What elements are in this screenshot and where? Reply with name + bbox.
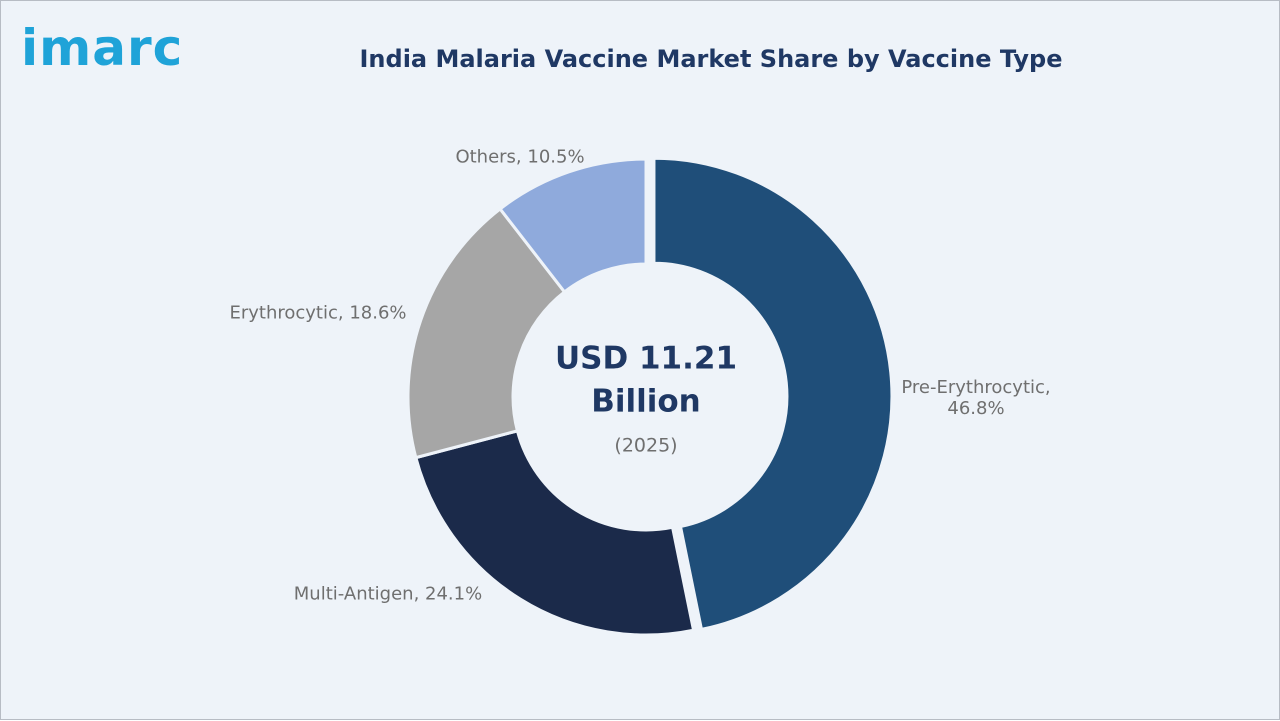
data-label: Others, 10.5%	[455, 146, 585, 168]
donut-slice	[406, 206, 567, 460]
data-label: Erythrocytic, 18.6%	[229, 302, 407, 324]
donut-slice	[414, 429, 696, 637]
logo: imarc	[21, 19, 184, 77]
center-sublabel: (2025)	[614, 434, 678, 457]
chart-title: India Malaria Vaccine Market Share by Va…	[359, 45, 1063, 73]
center-label-box: USD 11.21 Billion (2025)	[546, 338, 746, 457]
data-label: Pre-Erythrocytic, 46.8%	[901, 377, 1051, 419]
center-label: USD 11.21 Billion	[554, 340, 738, 420]
donut-slice	[498, 157, 648, 295]
data-label: Multi-Antigen, 24.1%	[293, 583, 483, 605]
donut-slice	[652, 156, 894, 632]
